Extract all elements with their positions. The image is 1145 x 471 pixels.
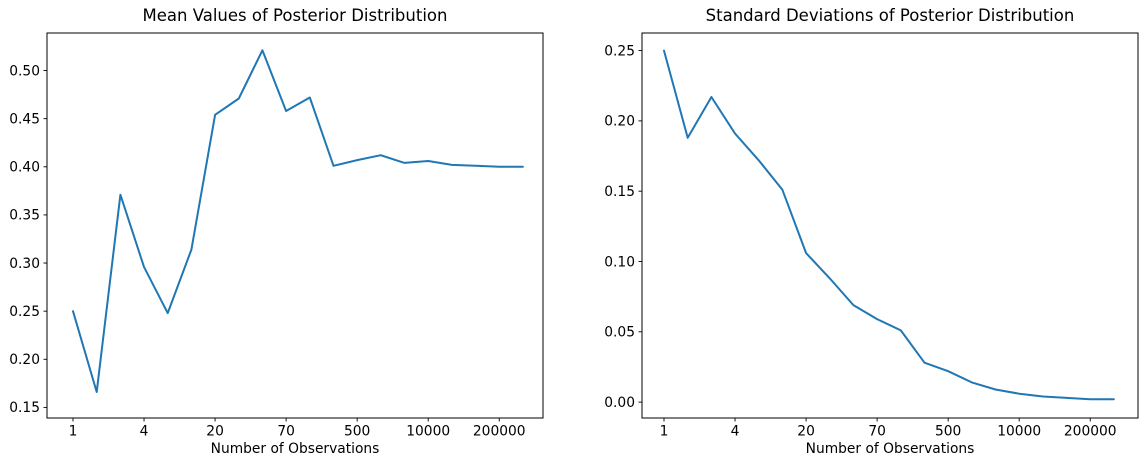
y-tick-label: 0.15 — [9, 400, 40, 416]
std-chart-xaxis-label: Number of Observations — [805, 441, 975, 457]
y-tick-label: 0.20 — [604, 114, 635, 130]
mean-chart-title: Mean Values of Posterior Distribution — [142, 6, 448, 25]
y-axis-ticks: 0.00 0.05 0.10 0.15 0.20 0.25 — [604, 43, 642, 411]
y-tick-label: 0.50 — [9, 63, 40, 79]
x-tick-label: 1 — [69, 424, 78, 440]
x-tick-label: 10000 — [997, 424, 1041, 440]
y-tick-label: 0.25 — [604, 43, 635, 59]
std-chart-title: Standard Deviations of Posterior Distrib… — [705, 6, 1075, 25]
mean-chart-xaxis-label: Number of Observations — [210, 441, 380, 457]
y-axis-ticks: 0.15 0.20 0.25 0.30 0.35 0.40 0.45 0.50 — [9, 63, 47, 416]
x-tick-label: 70 — [277, 424, 295, 440]
x-axis-ticks: 1 4 20 70 500 10000 200000 — [660, 418, 1117, 440]
x-tick-label: 200000 — [1064, 424, 1117, 440]
x-tick-label: 1 — [660, 424, 669, 440]
y-tick-label: 0.25 — [9, 304, 40, 320]
y-tick-label: 0.05 — [604, 325, 635, 341]
y-tick-label: 0.45 — [9, 111, 40, 127]
x-axis-ticks: 1 4 20 70 500 10000 200000 — [69, 418, 526, 440]
y-tick-label: 0.40 — [9, 160, 40, 176]
posterior-std-line — [663, 49, 1115, 401]
x-tick-label: 4 — [140, 424, 149, 440]
y-tick-label: 0.10 — [604, 254, 635, 270]
mean-chart-plot-area: 0.15 0.20 0.25 0.30 0.35 0.40 0.45 0.50 1 4 20 70 50… — [9, 32, 544, 440]
x-tick-label: 500 — [344, 424, 370, 440]
y-tick-label: 0.20 — [9, 352, 40, 368]
y-tick-label: 0.15 — [604, 184, 635, 200]
x-tick-label: 10000 — [406, 424, 450, 440]
std-chart-plot-area: 0.00 0.05 0.10 0.15 0.20 0.25 1 4 20 70 500 10000 20… — [604, 32, 1139, 440]
x-tick-label: 20 — [206, 424, 224, 440]
x-tick-label: 70 — [868, 424, 886, 440]
x-tick-label: 200000 — [473, 424, 526, 440]
y-tick-label: 0.35 — [9, 208, 40, 224]
y-tick-label: 0.00 — [604, 395, 635, 411]
plot-frame — [46, 32, 544, 419]
plot-frame — [641, 32, 1139, 419]
x-tick-label: 20 — [797, 424, 815, 440]
posterior-mean-line — [72, 49, 524, 393]
x-tick-label: 4 — [731, 424, 740, 440]
x-tick-label: 500 — [935, 424, 961, 440]
y-tick-label: 0.30 — [9, 256, 40, 272]
